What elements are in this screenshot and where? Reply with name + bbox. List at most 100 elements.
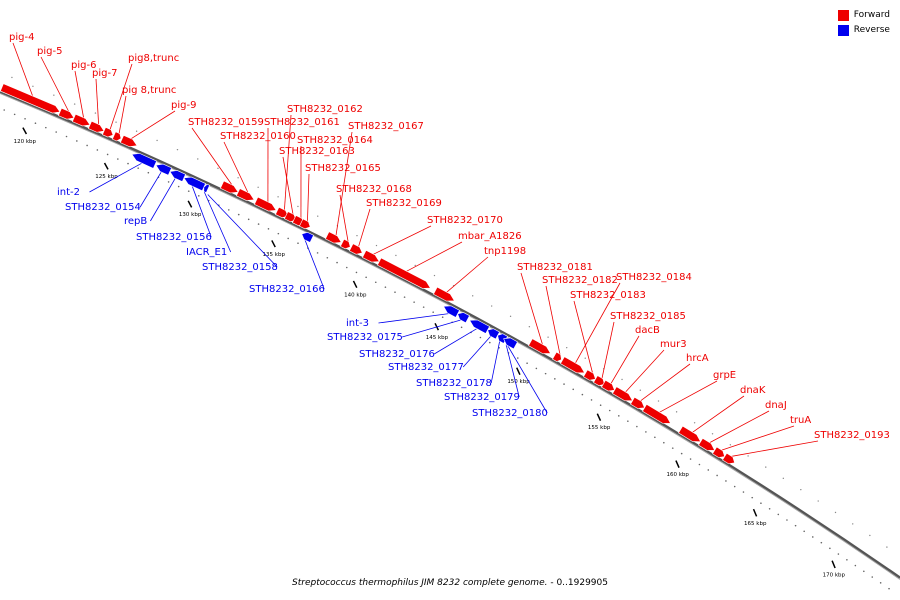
reverse-gene-arrow[interactable]: [443, 305, 460, 318]
forward-gene-label[interactable]: STH8232_0162: [287, 104, 363, 115]
forward-gene-arrow[interactable]: [112, 131, 122, 142]
forward-gene-label[interactable]: pig8,trunc: [128, 53, 179, 64]
forward-gene-label[interactable]: STH8232_0160: [220, 131, 296, 142]
reverse-gene-label[interactable]: STH8232_0156: [136, 232, 212, 243]
forward-gene-label[interactable]: mbar_A1826: [458, 231, 522, 242]
forward-gene-arrow[interactable]: [712, 446, 726, 458]
forward-gene-label[interactable]: STH8232_0167: [348, 121, 424, 132]
forward-gene-arrow[interactable]: [630, 396, 645, 409]
reverse-gene-arrow[interactable]: [497, 333, 508, 344]
reverse-gene-label[interactable]: STH8232_0180: [472, 408, 548, 419]
minor-tick: [846, 558, 848, 561]
forward-gene-arrow[interactable]: [642, 403, 672, 424]
reverse-gene-label[interactable]: STH8232_0178: [416, 378, 492, 389]
reverse-gene-arrow[interactable]: [169, 170, 186, 182]
tick-label: 150 kbp: [507, 379, 530, 385]
reverse-gene-label[interactable]: repB: [124, 216, 147, 227]
forward-gene-label[interactable]: pig-6: [71, 60, 96, 71]
forward-gene-label[interactable]: STH8232_0164: [297, 135, 373, 146]
forward-gene-arrow[interactable]: [102, 126, 114, 138]
reverse-gene-label[interactable]: int-2: [57, 187, 80, 198]
forward-gene-label[interactable]: STH8232_0159: [188, 117, 264, 128]
forward-gene-arrow[interactable]: [698, 437, 716, 451]
forward-gene-arrow[interactable]: [560, 356, 586, 374]
forward-gene-label[interactable]: STH8232_0185: [610, 311, 686, 322]
minor-tick: [765, 466, 767, 468]
forward-gene-arrow[interactable]: [612, 386, 634, 402]
forward-gene-arrow[interactable]: [722, 452, 736, 465]
forward-gene-label[interactable]: STH8232_0168: [336, 184, 412, 195]
minor-tick: [53, 94, 55, 96]
forward-gene-label[interactable]: pig-9: [171, 100, 196, 111]
reverse-gene-label[interactable]: STH8232_0179: [444, 392, 520, 403]
backbone-line: [0, 90, 900, 580]
forward-gene-arrow[interactable]: [433, 286, 455, 302]
forward-gene-label[interactable]: STH8232_0165: [305, 163, 381, 174]
reverse-gene-label[interactable]: STH8232_0158: [202, 262, 278, 273]
forward-gene-arrow[interactable]: [678, 425, 702, 443]
forward-gene-arrow[interactable]: [593, 375, 605, 386]
forward-gene-label[interactable]: STH8232_0184: [616, 272, 692, 283]
reverse-gene-arrow[interactable]: [131, 153, 157, 169]
forward-gene-arrow[interactable]: [340, 238, 351, 250]
forward-gene-label[interactable]: dnaJ: [765, 400, 787, 411]
forward-gene-label[interactable]: pig 8,trunc: [122, 85, 176, 96]
reverse-gene-arrow[interactable]: [203, 183, 210, 194]
forward-gene-label[interactable]: STH8232_0181: [517, 262, 593, 273]
reverse-gene-label[interactable]: STH8232_0154: [65, 202, 141, 213]
forward-gene-arrow[interactable]: [120, 134, 138, 147]
forward-gene-arrow[interactable]: [0, 83, 61, 114]
forward-gene-label[interactable]: STH8232_0169: [366, 198, 442, 209]
leader-line: [89, 162, 143, 193]
reverse-gene-arrow[interactable]: [183, 176, 206, 192]
reverse-gene-arrow[interactable]: [487, 328, 500, 340]
reverse-gene-label[interactable]: IACR_E1: [186, 247, 227, 258]
forward-gene-label[interactable]: STH8232_0193: [814, 430, 890, 441]
forward-gene-arrow[interactable]: [58, 107, 75, 120]
forward-gene-arrow[interactable]: [377, 257, 431, 289]
forward-gene-arrow[interactable]: [299, 218, 311, 230]
forward-gene-label[interactable]: hrcA: [686, 353, 709, 364]
forward-gene-arrow[interactable]: [583, 369, 596, 381]
minor-tick: [852, 523, 854, 525]
forward-gene-label[interactable]: tnp1198: [484, 246, 526, 257]
reverse-gene-label[interactable]: STH8232_0166: [249, 284, 325, 295]
forward-gene-arrow[interactable]: [254, 196, 277, 212]
forward-gene-label[interactable]: STH8232_0170: [427, 215, 503, 226]
reverse-gene-arrow[interactable]: [457, 312, 470, 324]
forward-gene-arrow[interactable]: [362, 249, 380, 263]
forward-gene-label[interactable]: pig-4: [9, 32, 34, 43]
forward-gene-label[interactable]: pig-5: [37, 46, 62, 57]
forward-gene-arrow[interactable]: [528, 338, 551, 354]
reverse-gene-label[interactable]: STH8232_0177: [388, 362, 464, 373]
forward-gene-label[interactable]: mur3: [660, 339, 687, 350]
forward-gene-label[interactable]: pig-7: [92, 68, 117, 79]
minor-tick: [645, 431, 647, 433]
forward-gene-label[interactable]: dacB: [635, 325, 660, 336]
forward-gene-arrow[interactable]: [72, 113, 91, 127]
forward-gene-label[interactable]: STH8232_0183: [570, 290, 646, 301]
tick-marks: 120 kbp 125 kbp 130 kbp 135 kbp 140 kbp 145 k…: [3, 76, 890, 590]
reverse-gene-arrow[interactable]: [503, 337, 518, 350]
forward-gene-arrow[interactable]: [349, 243, 363, 255]
forward-gene-label[interactable]: STH8232_0161: [264, 117, 340, 128]
forward-gene-arrow[interactable]: [220, 180, 239, 194]
forward-gene-arrow[interactable]: [325, 231, 342, 244]
tick-label: 130 kbp: [179, 212, 202, 218]
forward-gene-label[interactable]: grpE: [713, 370, 736, 381]
reverse-gene-label[interactable]: int-3: [346, 318, 369, 329]
forward-gene-label[interactable]: STH8232_0163: [279, 146, 355, 157]
reverse-gene-label[interactable]: STH8232_0175: [327, 332, 403, 343]
forward-gene-label[interactable]: dnaK: [740, 385, 766, 396]
forward-gene-label[interactable]: STH8232_0182: [542, 275, 618, 286]
reverse-gene-arrow[interactable]: [301, 231, 314, 243]
minor-tick: [803, 530, 805, 533]
forward-gene-arrow[interactable]: [236, 188, 255, 201]
forward-gene-arrow[interactable]: [88, 120, 105, 133]
reverse-gene-arrow[interactable]: [469, 319, 490, 334]
reverse-gene-arrow[interactable]: [155, 163, 172, 176]
reverse-gene-label[interactable]: STH8232_0176: [359, 349, 435, 360]
forward-gene-arrow[interactable]: [601, 379, 615, 392]
forward-gene-label[interactable]: truA: [790, 415, 811, 426]
forward-gene-arrow[interactable]: [552, 351, 562, 362]
